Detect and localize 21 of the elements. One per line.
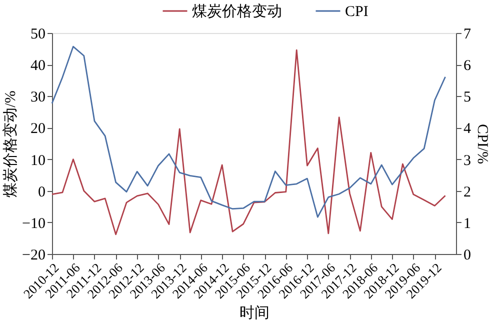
y2-tick-label: 5 [464, 90, 471, 106]
legend-label: CPI [345, 4, 368, 20]
legend-label: 煤炭价格变动 [192, 3, 282, 20]
y2-tick-label: 1 [464, 216, 471, 232]
y-tick-label: 50 [30, 26, 46, 42]
y-tick-label: 0 [38, 184, 46, 200]
y2-tick-label: 0 [464, 248, 471, 264]
y2-tick-label: 2 [464, 184, 471, 200]
y-tick-label: −20 [22, 248, 46, 264]
y-tick-label: −10 [22, 216, 46, 232]
y-tick-label: 10 [30, 152, 46, 169]
y-axis-title: 煤炭价格变动/% [2, 90, 20, 198]
y2-tick-label: 6 [464, 58, 472, 74]
y2-tick-label: 3 [464, 152, 471, 169]
y-tick-label: 40 [30, 58, 46, 74]
y-tick-label: 30 [30, 90, 46, 106]
y2-tick-label: 4 [464, 121, 472, 138]
y2-tick-label: 7 [464, 26, 472, 42]
y-tick-label: 20 [30, 121, 46, 138]
y2-axis-title: CPI/% [474, 124, 490, 164]
x-axis-title: 时间 [240, 304, 270, 322]
